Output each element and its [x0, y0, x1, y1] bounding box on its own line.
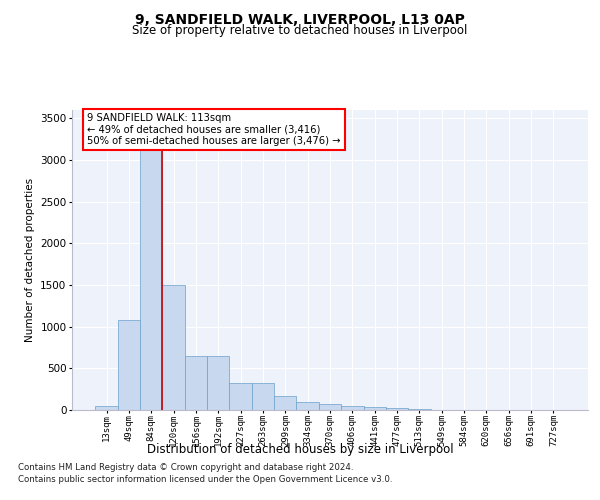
Bar: [207, 356, 229, 410]
Text: Distribution of detached houses by size in Liverpool: Distribution of detached houses by size …: [146, 442, 454, 456]
Bar: [95, 406, 118, 410]
Bar: [364, 407, 386, 410]
Bar: [408, 409, 431, 410]
Bar: [296, 402, 319, 410]
Bar: [341, 406, 364, 410]
Text: Size of property relative to detached houses in Liverpool: Size of property relative to detached ho…: [133, 24, 467, 37]
Bar: [386, 408, 408, 410]
Bar: [140, 126, 163, 410]
Text: 9 SANDFIELD WALK: 113sqm
← 49% of detached houses are smaller (3,416)
50% of sem: 9 SANDFIELD WALK: 113sqm ← 49% of detach…: [88, 113, 341, 146]
Bar: [252, 382, 274, 410]
Bar: [319, 404, 341, 410]
Text: Contains HM Land Registry data © Crown copyright and database right 2024.: Contains HM Land Registry data © Crown c…: [18, 464, 353, 472]
Bar: [229, 384, 252, 410]
Text: Contains public sector information licensed under the Open Government Licence v3: Contains public sector information licen…: [18, 474, 392, 484]
Text: 9, SANDFIELD WALK, LIVERPOOL, L13 0AP: 9, SANDFIELD WALK, LIVERPOOL, L13 0AP: [135, 12, 465, 26]
Y-axis label: Number of detached properties: Number of detached properties: [25, 178, 35, 342]
Bar: [185, 356, 207, 410]
Bar: [274, 396, 296, 410]
Bar: [163, 285, 185, 410]
Bar: [118, 320, 140, 410]
